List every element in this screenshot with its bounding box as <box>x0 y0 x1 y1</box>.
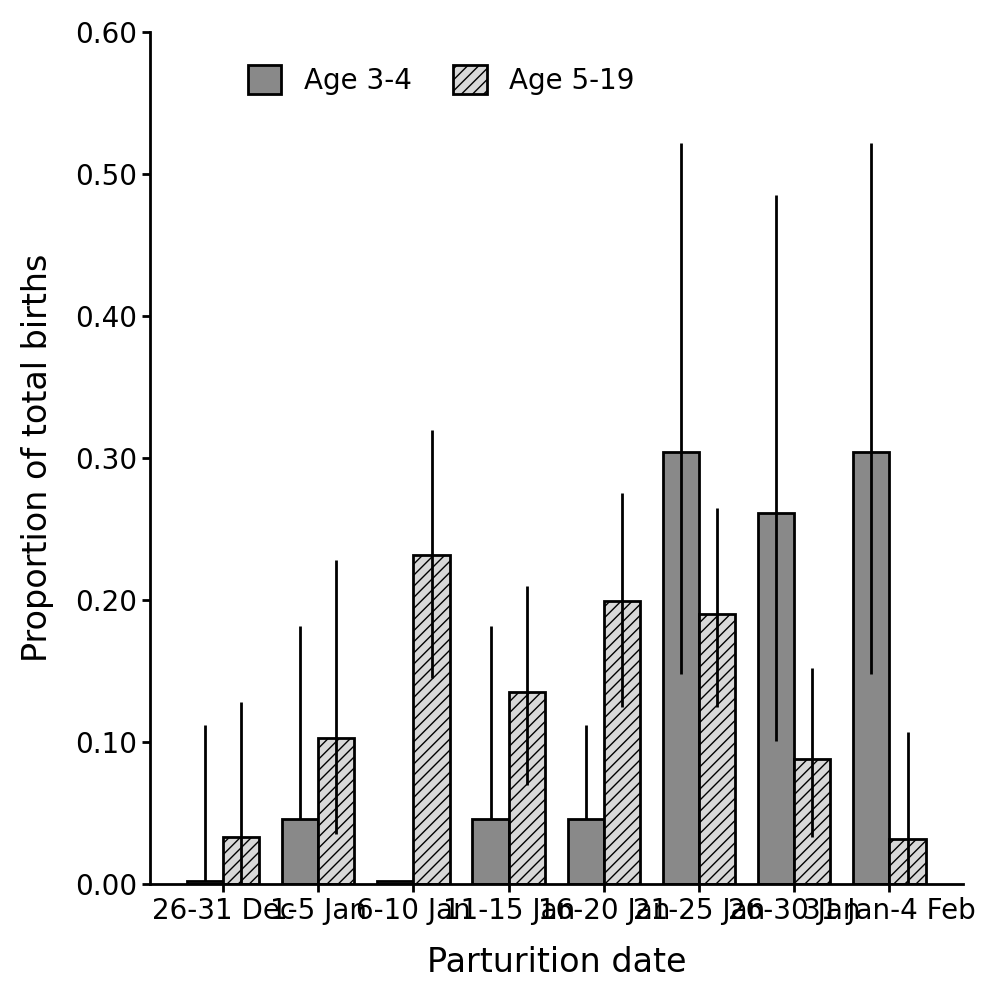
Bar <box>318 738 354 884</box>
X-axis label: Parturition date: Parturition date <box>427 946 685 979</box>
Bar <box>888 839 925 884</box>
Bar <box>603 601 639 884</box>
Bar <box>508 692 544 884</box>
Bar <box>413 555 450 884</box>
Bar <box>793 759 829 884</box>
Bar <box>662 452 698 884</box>
Y-axis label: Proportion of total births: Proportion of total births <box>21 254 54 662</box>
Bar <box>567 819 603 884</box>
Bar <box>472 819 508 884</box>
Bar <box>377 881 413 884</box>
Bar <box>187 881 223 884</box>
Bar <box>757 513 793 884</box>
Bar <box>223 837 259 884</box>
Bar <box>698 614 734 884</box>
Bar <box>282 819 318 884</box>
Legend: Age 3-4, Age 5-19: Age 3-4, Age 5-19 <box>237 54 644 106</box>
Bar <box>852 452 888 884</box>
